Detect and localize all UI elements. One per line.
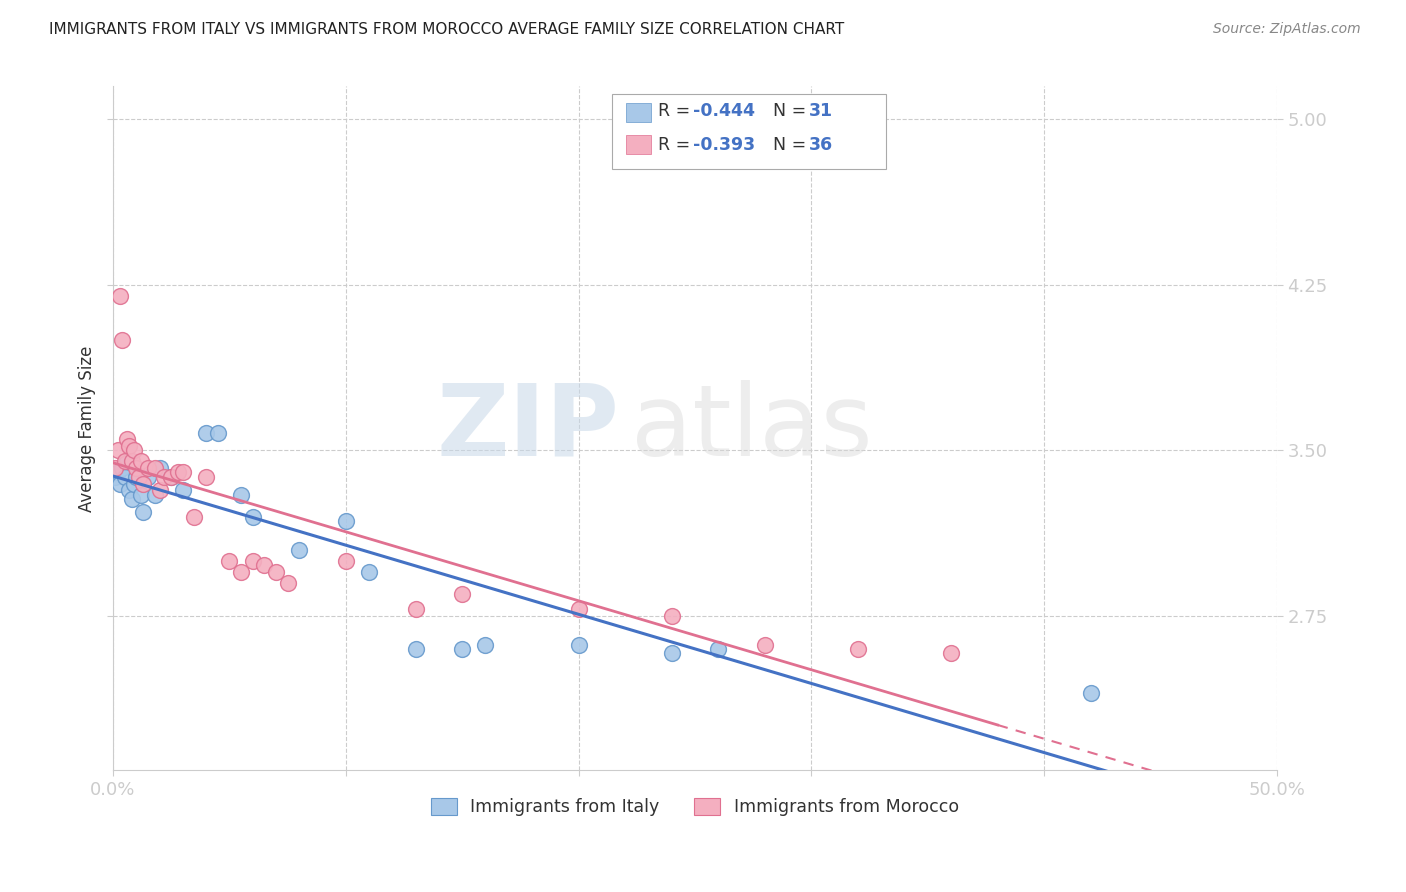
Point <box>118 483 141 497</box>
Point <box>160 470 183 484</box>
Point <box>1080 686 1102 700</box>
Point <box>661 647 683 661</box>
Text: -0.444: -0.444 <box>693 103 755 120</box>
Point <box>104 461 127 475</box>
Point <box>132 505 155 519</box>
Point <box>115 454 138 468</box>
Point <box>218 554 240 568</box>
Point <box>172 483 194 497</box>
Point <box>229 487 252 501</box>
Point <box>195 470 218 484</box>
Point <box>172 466 194 480</box>
Point <box>357 565 380 579</box>
Point <box>229 565 252 579</box>
Point <box>114 470 136 484</box>
Text: R =: R = <box>658 136 696 154</box>
Point <box>143 487 166 501</box>
Point <box>108 476 131 491</box>
Point <box>242 509 264 524</box>
Point <box>405 602 427 616</box>
Point <box>242 554 264 568</box>
Point <box>136 461 159 475</box>
Text: -0.393: -0.393 <box>693 136 755 154</box>
Text: 31: 31 <box>808 103 832 120</box>
Point <box>136 470 159 484</box>
Point <box>122 443 145 458</box>
Point <box>111 333 134 347</box>
Point <box>129 487 152 501</box>
Text: 36: 36 <box>808 136 832 154</box>
Text: IMMIGRANTS FROM ITALY VS IMMIGRANTS FROM MOROCCO AVERAGE FAMILY SIZE CORRELATION: IMMIGRANTS FROM ITALY VS IMMIGRANTS FROM… <box>49 22 845 37</box>
Text: Source: ZipAtlas.com: Source: ZipAtlas.com <box>1213 22 1361 37</box>
Point <box>288 542 311 557</box>
Point <box>122 476 145 491</box>
Point <box>107 443 129 458</box>
Point <box>132 476 155 491</box>
Point <box>108 289 131 303</box>
Point <box>114 454 136 468</box>
Legend: Immigrants from Italy, Immigrants from Morocco: Immigrants from Italy, Immigrants from M… <box>423 790 966 823</box>
Point <box>143 461 166 475</box>
Point <box>153 470 176 484</box>
Point <box>118 439 141 453</box>
Point <box>277 575 299 590</box>
Point <box>846 642 869 657</box>
Point <box>335 554 357 568</box>
Point <box>451 587 474 601</box>
Point <box>754 638 776 652</box>
Text: ZIP: ZIP <box>436 380 619 477</box>
Point <box>253 558 276 573</box>
Text: R =: R = <box>658 103 696 120</box>
Point <box>121 454 143 468</box>
Text: atlas: atlas <box>631 380 873 477</box>
Point <box>707 642 730 657</box>
Point <box>125 470 148 484</box>
Y-axis label: Average Family Size: Average Family Size <box>79 345 96 511</box>
Point <box>335 514 357 528</box>
Text: N =: N = <box>773 103 813 120</box>
Point <box>129 454 152 468</box>
Point <box>104 470 127 484</box>
Point <box>183 509 205 524</box>
Text: N =: N = <box>773 136 813 154</box>
Point <box>661 608 683 623</box>
Point <box>121 491 143 506</box>
Point <box>111 461 134 475</box>
Point <box>160 470 183 484</box>
Point <box>125 461 148 475</box>
Point <box>148 461 170 475</box>
Point <box>568 602 591 616</box>
Point <box>148 483 170 497</box>
Point <box>939 647 962 661</box>
Point <box>264 565 287 579</box>
Point <box>195 425 218 440</box>
Point <box>207 425 229 440</box>
Point <box>107 466 129 480</box>
Point <box>451 642 474 657</box>
Point <box>405 642 427 657</box>
Point <box>474 638 496 652</box>
Point <box>167 466 190 480</box>
Point <box>115 433 138 447</box>
Point <box>568 638 591 652</box>
Point <box>128 470 150 484</box>
